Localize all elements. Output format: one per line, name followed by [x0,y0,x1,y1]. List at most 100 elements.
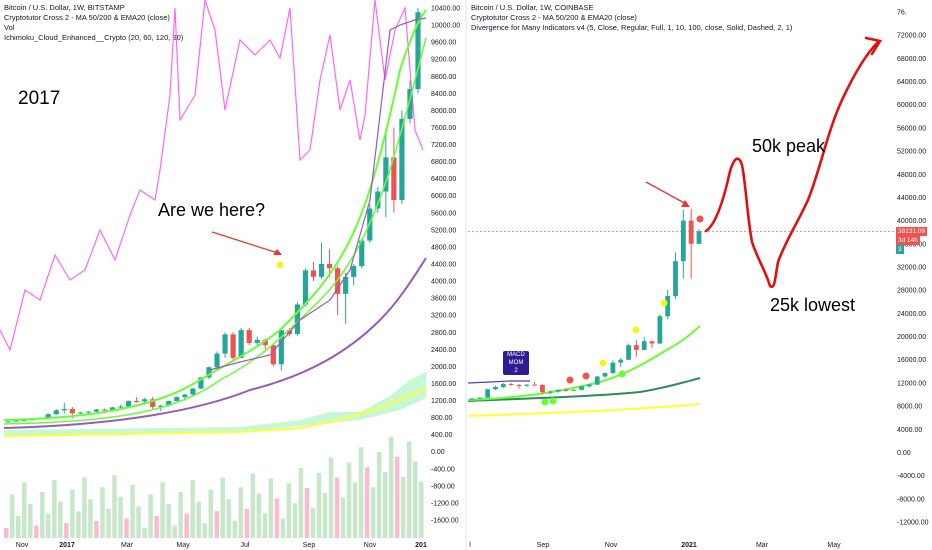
right-price-tick: 0.00 [897,450,911,457]
candle-body [696,231,702,244]
left-price-tick: 8800.00 [431,74,456,81]
left-header-line: Cryptotutor Cross 2 - MA 50/200 & EMA20 … [4,13,170,22]
candle-body [508,384,514,386]
candle-body [547,391,553,393]
right-price-tick: 40000.00 [897,218,926,225]
annotation-peak: 50k peak [752,136,826,156]
candle-body [579,386,584,390]
candle-body [688,220,694,244]
volume-bar [100,487,105,538]
right-chart[interactable] [467,209,895,417]
candle-body [13,420,19,422]
macd-line [467,380,530,384]
candle-body [500,384,506,387]
candle-body [214,353,220,368]
volume-bar [298,468,304,538]
right-time-tick: Nov [605,542,618,549]
volume-bar [148,494,153,538]
candle-body [415,12,421,90]
candle-body [343,276,349,294]
volume-bar [118,496,123,538]
volume-bar [256,493,262,538]
left-price-tick: 4800.00 [431,244,456,251]
volume-bar [64,523,69,538]
signal-dot [632,326,640,334]
left-time-tick: May [176,542,190,549]
volume-bar [262,513,268,538]
candle-body [45,414,51,419]
candle-body [93,409,100,412]
candle-body [626,345,631,360]
left-price-tick: 2400.00 [431,347,456,354]
right-header-line: Bitcoin / U.S. Dollar, 1W, COINBASE [471,3,594,12]
candle-body [407,89,413,119]
volume-bar [154,516,159,538]
candle-body [633,345,639,350]
candle-body [516,384,522,386]
left-time-tick: Nov [364,542,377,549]
last-price-tag: 38131.09 [896,227,928,236]
volume-bar [412,461,418,538]
volume-bar [10,494,15,538]
volume-bar [136,506,141,538]
volume-bar [166,504,171,538]
candle-body [673,261,678,296]
left-time-tick: Mar [121,542,134,549]
left-price-tick: 6800.00 [431,159,456,166]
left-price-tick: -800.00 [431,483,455,490]
left-price-tick: -1600.00 [431,518,459,525]
volume-bar [52,480,57,538]
left-price-tick: 4000.00 [431,279,456,286]
ma200-line-right [467,403,701,417]
macd-mom-tag: MACD MOM 2 [503,351,529,375]
candle-body [532,384,538,386]
candle-body [53,410,59,415]
left-chart[interactable] [0,0,427,538]
candle-body [302,270,309,305]
candle-body [134,400,140,402]
volume-bar [352,482,358,538]
left-price-tick: 9200.00 [431,57,456,64]
volume-bar [28,504,33,538]
left-price-tick: 5200.00 [431,227,456,234]
right-header-line: Divergence for Many Indicators v4 (5, Cl… [471,23,793,32]
right-price-tick: 72000.00 [897,33,926,40]
candle-body [587,384,592,387]
right-price-tick: 12000.00 [897,380,926,387]
macd-tag-line: MOM [508,360,524,366]
candle-body [109,407,116,410]
left-price-tick: 400.00 [431,432,453,439]
right-price-tick: -8000.00 [897,496,925,503]
volume-bar [88,499,93,538]
volume-bar [70,489,75,538]
candle-body [142,399,148,402]
drawings [211,36,883,289]
candle-body [206,367,212,378]
signal-dot [618,370,626,378]
volume-bar [340,497,346,538]
candle-body [117,406,124,408]
volume-bar [376,452,382,538]
left-price-tick: 7600.00 [431,125,456,132]
candle-body [485,389,491,398]
right-price-tick: 28000.00 [897,288,926,295]
candle-body [326,264,333,269]
candle-body [602,373,608,377]
candle-body [174,397,180,401]
volume-bar [220,477,226,538]
volume-bar [238,487,244,538]
candle-body [5,421,11,423]
volume-bar [34,525,39,538]
candle-body [399,118,405,200]
ema20-line [3,9,427,421]
candle-body [680,220,686,262]
right-price-tick: -4000.00 [897,473,925,480]
volume-bar [322,492,328,538]
volume-bar [16,516,21,538]
candle-body [310,270,317,277]
left-price-tick: 3600.00 [431,296,456,303]
signal-dot [660,299,668,307]
candle-body [254,339,260,343]
volume-bar [274,498,280,538]
